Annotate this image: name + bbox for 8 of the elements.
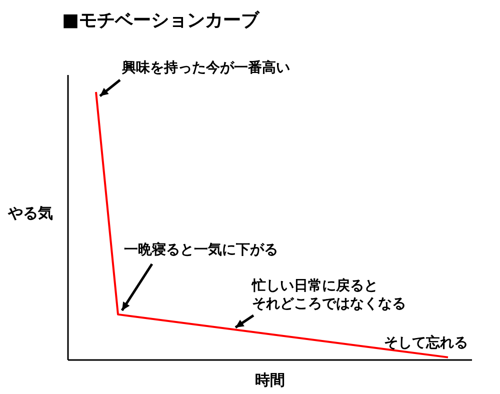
chart-title: ■モチベーションカーブ	[62, 10, 260, 31]
text: 興味を持った今が一番高い	[121, 59, 290, 76]
annotation: それどころではなくなる	[252, 296, 406, 312]
annotation: そして忘れる	[384, 334, 468, 351]
x-axis-title: 時間	[255, 371, 285, 389]
annotation: 一晩寝ると一気に下がる	[124, 241, 278, 258]
annotation: 忙しい日常に戻ると	[251, 277, 378, 294]
y-axis-title: やる気	[7, 204, 53, 222]
